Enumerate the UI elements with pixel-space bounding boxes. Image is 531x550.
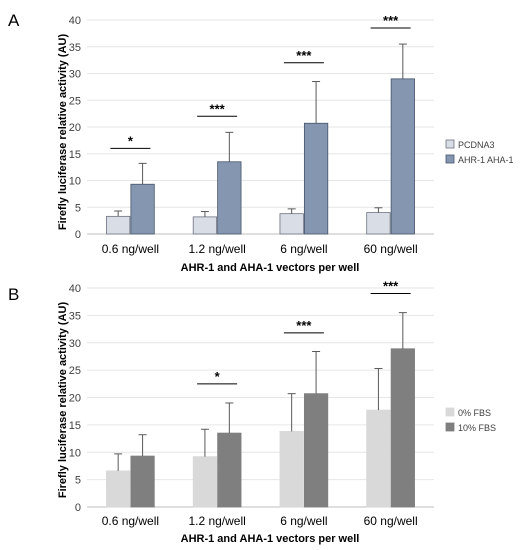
panel-b-y-tick-label: 25	[69, 365, 81, 377]
panel-b-chart: 0 5 10 15 20 25 30 35 40 0.6 ng/well 1.2 ng/well * 6…	[69, 278, 496, 528]
panel-a-significance-label: ***	[383, 13, 399, 28]
panel-a-chart: 0 5 10 15 20 25 30 35 40 0.6 ng/well * 1.2 ng/well *…	[69, 13, 514, 256]
panel-a-legend-swatch	[445, 139, 455, 149]
panel-b-bar	[130, 455, 155, 508]
panel-b-significance-label: ***	[296, 318, 312, 333]
panel-a-legend-label: AHR-1 AHA-1	[458, 155, 514, 165]
panel-b-bar	[366, 409, 391, 508]
panel-b-y-axis-title: Firefly luciferase relative activity (AU…	[57, 302, 69, 499]
panel-a-bar	[303, 122, 329, 235]
panel-a-y-tick-label: 25	[69, 95, 81, 107]
panel-a-significance-label: *	[128, 133, 134, 148]
panel-b-bar	[390, 348, 415, 508]
panel-a-significance-label: ***	[296, 48, 312, 63]
panel-a-legend-swatch	[445, 154, 455, 164]
panel-a-legend-label: PCDNA3	[458, 140, 495, 150]
panel-b-legend-label: 0% FBS	[458, 408, 491, 418]
panel-b-y-tick-label: 10	[69, 447, 81, 459]
panel-a-significance-label: ***	[210, 101, 226, 116]
panel-b-legend-label: 10% FBS	[458, 423, 496, 433]
panel-a-y-tick-label: 0	[75, 229, 81, 241]
panel-a-y-tick-label: 20	[69, 122, 81, 134]
panel-a-y-tick-label: 40	[69, 15, 81, 27]
panel-b-y-tick-label: 15	[69, 420, 81, 432]
panel-b-bar	[192, 456, 218, 508]
panel-a-y-tick-label: 35	[69, 42, 81, 54]
panel-b-category-label: 0.6 ng/well	[102, 514, 159, 528]
panel-b-bar	[303, 393, 329, 508]
panel-a-label: A	[8, 11, 20, 30]
panel-a-bar	[217, 161, 242, 235]
panel-b-label: B	[8, 285, 19, 304]
panel-a-y-tick-label: 5	[75, 202, 81, 214]
panel-a-category-label: 6 ng/well	[280, 242, 327, 256]
panel-b-category-label: 1.2 ng/well	[188, 514, 245, 528]
panel-b-significance-label: ***	[383, 278, 399, 293]
panel-b-y-tick-label: 5	[75, 475, 81, 487]
panel-b-significance-label: *	[215, 369, 221, 384]
panel-b-category-label: 6 ng/well	[280, 514, 327, 528]
panel-a-bar	[192, 216, 218, 235]
panel-a-bar	[106, 215, 131, 235]
panel-b-y-tick-label: 40	[69, 283, 81, 295]
panel-b-bar	[217, 432, 242, 508]
panel-a-category-label: 60 ng/well	[364, 242, 418, 256]
panel-b-category-label: 60 ng/well	[364, 514, 418, 528]
panel-a-bar	[279, 213, 304, 235]
panel-b-y-tick-label: 20	[69, 393, 81, 405]
panel-a-category-label: 0.6 ng/well	[102, 242, 159, 256]
panel-b-bar	[279, 431, 304, 508]
panel-b-y-tick-label: 30	[69, 338, 81, 350]
panel-b-legend-swatch	[445, 407, 455, 417]
panel-a-y-axis-title: Firefly luciferase relative activity (AU…	[57, 34, 69, 231]
panel-b-bar	[106, 470, 131, 508]
panel-b-x-axis-title: AHR-1 and AHA-1 vectors per well	[181, 533, 360, 545]
panel-b-legend-swatch	[445, 422, 455, 432]
panel-a-bar	[130, 183, 155, 235]
panel-a-y-tick-label: 30	[69, 69, 81, 81]
panel-a-category-label: 1.2 ng/well	[188, 242, 245, 256]
panel-b-y-tick-label: 0	[75, 502, 81, 514]
panel-a-y-tick-label: 15	[69, 149, 81, 161]
panel-b-y-tick-label: 35	[69, 310, 81, 322]
panel-a-x-axis-title: AHR-1 and AHA-1 vectors per well	[181, 262, 360, 274]
panel-a-bar	[366, 212, 391, 235]
panel-a-bar	[390, 78, 415, 235]
panel-a-y-tick-label: 10	[69, 176, 81, 188]
